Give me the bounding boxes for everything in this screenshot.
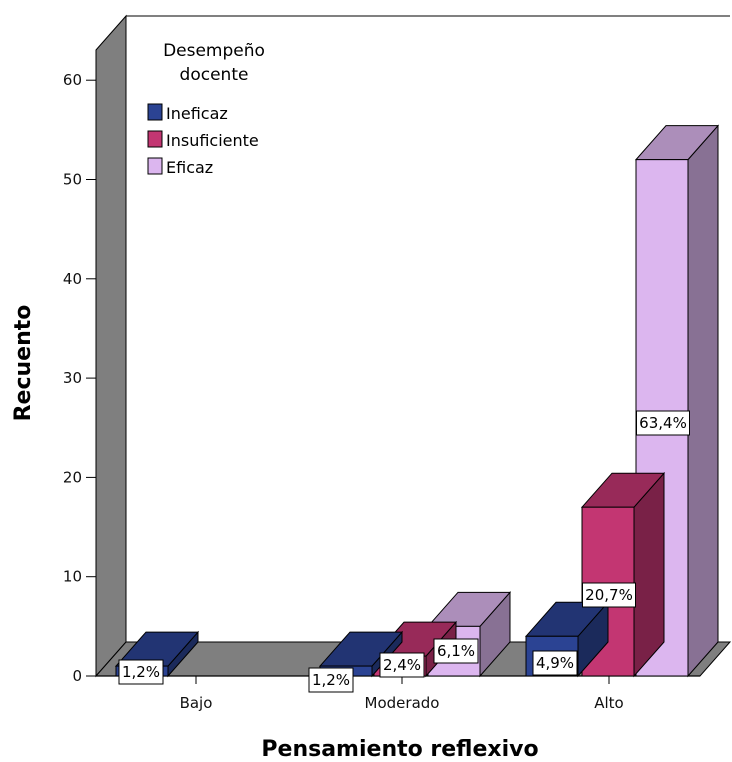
x-axis-title: Pensamiento reflexivo xyxy=(261,737,538,762)
y-tick-label: 40 xyxy=(63,270,82,288)
bar-side xyxy=(687,124,719,678)
data-label-text: 63,4% xyxy=(639,414,687,432)
data-label: 4,9% xyxy=(532,650,578,676)
left-wall xyxy=(95,14,127,678)
bar-side xyxy=(633,471,665,678)
data-label: 6,1% xyxy=(433,638,479,664)
data-label: 1,2% xyxy=(308,667,354,693)
x-axis: Bajo Moderado Alto xyxy=(180,676,624,712)
y-tick-label: 50 xyxy=(63,171,82,189)
y-tick-label: 30 xyxy=(63,369,82,387)
data-label: 63,4% xyxy=(636,410,690,436)
legend-label-eficaz: Eficaz xyxy=(166,158,213,177)
y-tick-label: 20 xyxy=(63,468,82,486)
data-label-text: 1,2% xyxy=(122,663,160,681)
y-tick-label: 60 xyxy=(63,71,82,89)
legend-swatch-ineficaz xyxy=(147,103,163,121)
x-tick-label: Moderado xyxy=(365,694,440,712)
legend-title-line-1: Desempeño xyxy=(163,41,265,61)
data-label: 1,2% xyxy=(118,659,164,685)
legend: Desempeño docente Ineficaz Insuficiente … xyxy=(147,41,265,177)
x-tick-label: Bajo xyxy=(180,694,213,712)
data-label-box xyxy=(532,650,578,676)
y-axis: 0 10 20 30 40 50 60 xyxy=(63,71,96,685)
y-tick-label: 0 xyxy=(72,667,82,685)
x-tick-label: Alto xyxy=(594,694,624,712)
data-label: 2,4% xyxy=(379,652,425,678)
legend-label-ineficaz: Ineficaz xyxy=(166,104,228,123)
y-axis-title: Recuento xyxy=(11,305,36,422)
legend-label-insuficiente: Insuficiente xyxy=(166,131,259,150)
data-label-box xyxy=(636,410,690,436)
data-label-box xyxy=(308,667,354,693)
data-label-text: 1,2% xyxy=(312,671,350,689)
data-label-text: 6,1% xyxy=(437,642,475,660)
legend-title-line-2: docente xyxy=(180,65,249,85)
data-label-box xyxy=(582,582,636,608)
legend-swatch-eficaz xyxy=(147,157,163,175)
data-label-text: 20,7% xyxy=(585,586,633,604)
data-label-text: 2,4% xyxy=(383,656,421,674)
data-labels-layer: 1,2% 1,2% 4,9% 2,4% 20,7% 6,1% 63,4% xyxy=(118,410,690,693)
y-tick-label: 10 xyxy=(63,568,82,586)
legend-swatch-insuficiente xyxy=(147,130,163,148)
data-label-box xyxy=(118,659,164,685)
data-label-box xyxy=(433,638,479,664)
data-label-box xyxy=(379,652,425,678)
data-label-text: 4,9% xyxy=(536,654,574,672)
data-label: 20,7% xyxy=(582,582,636,608)
